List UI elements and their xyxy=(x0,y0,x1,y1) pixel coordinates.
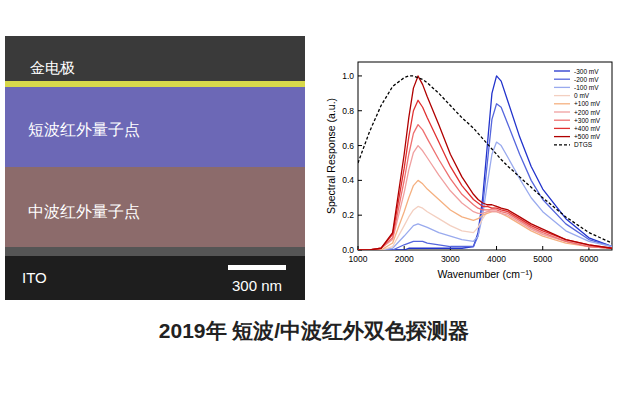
series-line xyxy=(358,76,612,250)
series-line xyxy=(358,142,612,250)
legend-label: +300 mV xyxy=(574,117,601,124)
y-tick xyxy=(358,180,362,181)
gold-layer xyxy=(5,81,305,87)
legend-swatch xyxy=(554,136,570,137)
series-line xyxy=(358,146,612,250)
x-tick-label: 3000 xyxy=(441,254,460,264)
x-tick-label: 5000 xyxy=(533,254,552,264)
electrode-region xyxy=(5,36,305,82)
x-tick-label: 4000 xyxy=(487,254,506,264)
x-tick xyxy=(496,246,497,250)
x-tick xyxy=(542,246,543,250)
legend-swatch xyxy=(554,95,570,96)
y-tick xyxy=(358,215,362,216)
micrograph-frame xyxy=(5,36,305,300)
legend-label: +500 mV xyxy=(574,133,601,140)
y-tick-label: 0.2 xyxy=(342,210,354,220)
series-line xyxy=(358,76,612,250)
series-line xyxy=(358,125,612,250)
layer-label: 中波红外量子点 xyxy=(28,203,140,220)
mwir-layer xyxy=(5,167,305,247)
scale-bar xyxy=(228,265,286,270)
y-tick-label: 0.6 xyxy=(342,141,354,151)
legend-swatch xyxy=(554,70,570,71)
series-line xyxy=(358,76,612,243)
layer-label: 短波红外量子点 xyxy=(28,121,140,138)
legend-swatch xyxy=(554,79,570,80)
legend-label: -100 mV xyxy=(574,84,599,91)
legend-swatch xyxy=(554,128,570,129)
legend: -300 mV-200 mV-100 mV0 mV+100 mV+200 mV+… xyxy=(554,68,601,149)
x-tick-label: 6000 xyxy=(579,254,598,264)
legend-swatch xyxy=(554,120,570,121)
x-axis-label: Wavenumber (cm⁻¹) xyxy=(438,268,533,280)
scale-bar-label: 300 nm xyxy=(232,277,282,294)
layer-label: ITO xyxy=(22,269,47,286)
x-tick-label: 2000 xyxy=(395,254,414,264)
y-tick-label: 0.4 xyxy=(342,175,354,185)
legend-swatch xyxy=(554,87,570,88)
swir-layer xyxy=(5,87,305,167)
plot-frame xyxy=(358,62,612,250)
interface-layer xyxy=(5,247,305,256)
x-tick-label: 1000 xyxy=(349,254,368,264)
root: 金电极短波红外量子点中波红外量子点 ITO 300 nm 1000 2000 3000 40… xyxy=(0,0,629,399)
y-axis-label: Spectral Response (a.u.) xyxy=(325,98,337,214)
legend-label: +200 mV xyxy=(574,109,601,116)
legend-swatch xyxy=(554,111,570,112)
legend-label: DTGS xyxy=(574,141,593,148)
series-group xyxy=(358,76,612,250)
y-tick-label: 1.0 xyxy=(342,71,354,81)
y-tick-label: 0.8 xyxy=(342,106,354,116)
legend-swatch xyxy=(554,103,570,104)
y-tick xyxy=(358,110,362,111)
legend-swatch xyxy=(554,144,570,145)
layer-label: 金电极 xyxy=(30,59,75,76)
series-line xyxy=(358,104,612,250)
y-tick-label: 0.0 xyxy=(342,245,354,255)
caption: 2019年 短波/中波红外双色探测器 xyxy=(159,319,469,342)
y-tick xyxy=(358,75,362,76)
page: 金电极短波红外量子点中波红外量子点 ITO 300 nm 1000 2000 3000 40… xyxy=(0,0,629,399)
ito-layer xyxy=(5,256,305,300)
legend-label: +100 mV xyxy=(574,100,601,107)
legend-label: +400 mV xyxy=(574,125,601,132)
legend-label: -300 mV xyxy=(574,68,599,75)
background xyxy=(0,0,629,399)
y-tick xyxy=(358,145,362,146)
chart: 1000 2000 3000 4000 5000 6000 0.0 0.2 0.4 0.6 0.8 1… xyxy=(325,62,612,280)
series-line xyxy=(358,100,612,250)
legend-label: -200 mV xyxy=(574,76,599,83)
legend-label: 0 mV xyxy=(574,92,590,99)
micrograph: 金电极短波红外量子点中波红外量子点 ITO 300 nm xyxy=(5,36,305,300)
